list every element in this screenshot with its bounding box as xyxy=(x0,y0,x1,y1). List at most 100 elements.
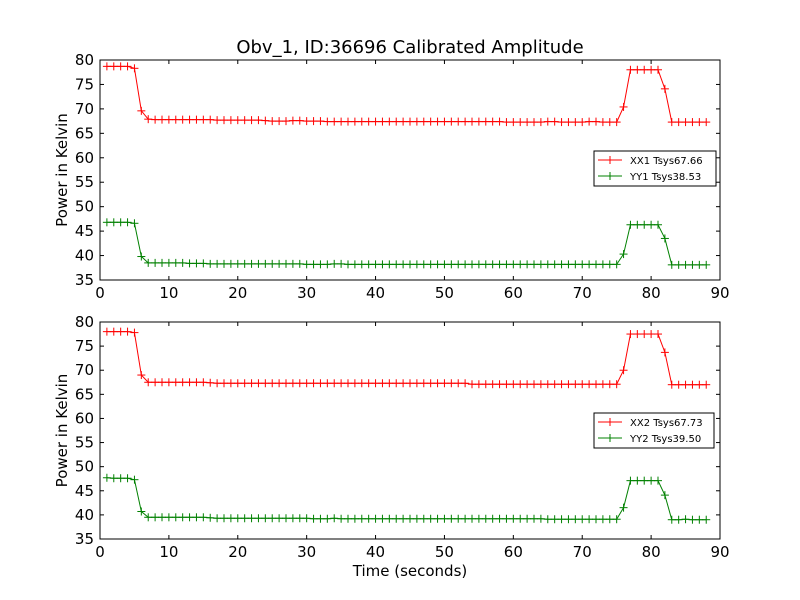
data-point xyxy=(564,380,573,389)
data-point xyxy=(364,379,373,388)
data-point xyxy=(461,117,470,126)
data-point xyxy=(406,260,414,269)
data-point xyxy=(412,117,421,126)
data-point xyxy=(426,379,435,388)
data-point xyxy=(199,115,208,124)
data-point xyxy=(220,514,228,523)
data-point xyxy=(667,515,676,524)
data-point xyxy=(619,503,628,512)
x-tick-label: 10 xyxy=(159,543,178,561)
data-point xyxy=(385,117,394,126)
data-point xyxy=(337,117,346,126)
y-tick-label: 55 xyxy=(75,173,94,191)
data-point xyxy=(302,514,311,523)
data-point xyxy=(233,259,242,268)
x-tick-label: 80 xyxy=(642,284,661,302)
data-point xyxy=(433,379,442,388)
data-point xyxy=(440,379,449,388)
data-point xyxy=(240,259,249,268)
data-point xyxy=(612,515,621,524)
x-tick-label: 0 xyxy=(95,284,105,302)
data-point xyxy=(220,379,228,388)
x-tick-label: 50 xyxy=(435,543,454,561)
data-point xyxy=(516,260,525,269)
data-point xyxy=(406,514,414,523)
data-point xyxy=(130,475,139,484)
data-point xyxy=(619,366,628,375)
y-tick-label: 50 xyxy=(75,458,94,476)
data-point xyxy=(220,116,228,125)
x-tick-label: 60 xyxy=(504,543,523,561)
data-point xyxy=(674,515,683,524)
data-point xyxy=(357,379,366,388)
y-tick-label: 35 xyxy=(75,271,94,289)
data-point xyxy=(440,260,449,269)
data-point xyxy=(247,116,256,125)
data-point xyxy=(316,379,325,388)
data-point xyxy=(412,260,421,269)
data-point xyxy=(378,514,387,523)
data-point xyxy=(392,514,401,523)
data-point xyxy=(295,116,304,125)
data-point xyxy=(350,379,359,388)
y-tick-label: 60 xyxy=(75,409,94,427)
data-point xyxy=(481,117,490,126)
y-axis-label: Power in Kelvin xyxy=(53,113,71,227)
data-point xyxy=(481,380,490,389)
data-point xyxy=(688,260,697,269)
data-point xyxy=(213,116,222,125)
data-point xyxy=(268,514,277,523)
subplot-bottom: 0 10 20 30 40 50 60 70 80 90 35 40 45 50 55 60 65 70 75 80 P… xyxy=(53,313,730,561)
data-point xyxy=(592,117,600,126)
data-point xyxy=(123,327,132,336)
data-point xyxy=(130,219,139,228)
data-point xyxy=(350,260,359,269)
data-point xyxy=(702,260,711,269)
data-point xyxy=(364,117,373,126)
data-point xyxy=(447,117,456,126)
data-point xyxy=(557,260,566,269)
data-point xyxy=(550,260,559,269)
data-point xyxy=(612,118,621,127)
data-point xyxy=(681,260,690,269)
y-tick-label: 80 xyxy=(75,313,94,331)
data-point xyxy=(468,514,476,523)
data-point xyxy=(371,260,380,269)
data-point xyxy=(185,115,194,124)
data-point xyxy=(674,118,683,127)
data-point xyxy=(282,259,290,268)
data-point xyxy=(171,115,180,124)
data-point xyxy=(688,515,697,524)
data-point xyxy=(233,116,242,125)
data-point xyxy=(371,379,380,388)
data-point xyxy=(151,115,160,124)
data-point xyxy=(592,380,600,389)
data-point xyxy=(302,260,311,269)
data-point xyxy=(454,379,463,388)
data-point xyxy=(192,513,201,522)
x-tick-label: 40 xyxy=(366,543,385,561)
data-point xyxy=(247,514,256,523)
data-point xyxy=(275,259,284,268)
data-point xyxy=(557,515,566,524)
data-point xyxy=(240,116,249,125)
data-point xyxy=(344,117,352,126)
data-point xyxy=(275,379,284,388)
data-point xyxy=(660,348,669,357)
data-point xyxy=(681,118,690,127)
data-point xyxy=(123,218,132,227)
data-point xyxy=(116,62,125,71)
data-point xyxy=(536,118,545,127)
data-point xyxy=(399,117,408,126)
data-point xyxy=(495,514,504,523)
data-point xyxy=(371,514,380,523)
data-point xyxy=(399,514,408,523)
data-point xyxy=(399,260,408,269)
data-point xyxy=(261,379,270,388)
y-tick-label: 70 xyxy=(75,100,94,118)
data-point xyxy=(323,379,332,388)
data-point xyxy=(454,260,463,269)
data-point xyxy=(433,117,442,126)
data-point xyxy=(268,259,277,268)
